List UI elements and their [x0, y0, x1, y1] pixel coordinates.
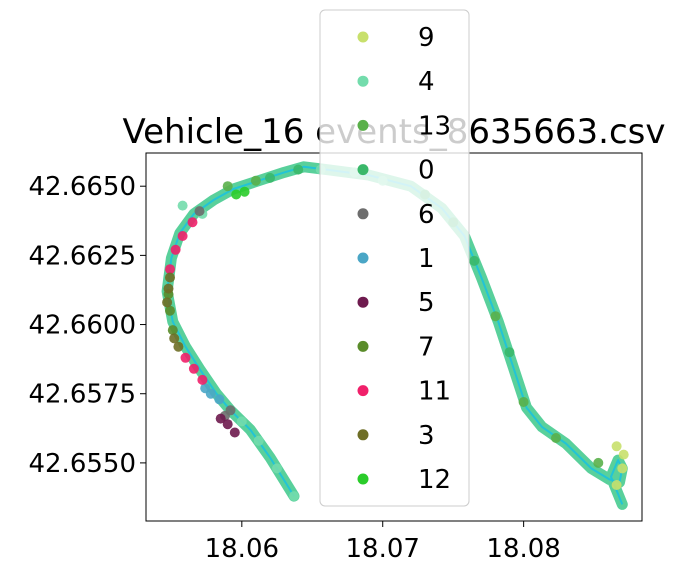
legend-marker-5 [357, 296, 369, 308]
point-series-9 [617, 463, 628, 474]
points-layer [162, 164, 629, 502]
x-tick-label: 18.08 [486, 534, 560, 564]
legend-marker-6 [357, 208, 369, 220]
legend-marker-12 [357, 473, 369, 485]
legend-label-5: 5 [418, 288, 435, 318]
x-axis: 18.06 18.07 18.08 [205, 521, 561, 564]
legend-marker-11 [357, 385, 369, 397]
point-series-5 [229, 427, 240, 438]
point-series-4 [236, 416, 247, 427]
point-series-13 [593, 457, 604, 468]
point-series-13 [222, 181, 233, 192]
point-series-11 [180, 352, 191, 363]
point-series-11 [170, 244, 181, 255]
point-series-3 [165, 272, 175, 283]
point-series-4 [272, 463, 282, 474]
legend-marker-9 [357, 31, 369, 43]
point-series-0 [504, 347, 515, 358]
point-series-6 [194, 206, 205, 217]
legend-marker-1 [357, 252, 369, 264]
legend-label-7: 7 [418, 332, 435, 362]
legend-label-11: 11 [418, 377, 451, 407]
y-tick-label: 42.6625 [28, 241, 136, 271]
y-tick-label: 42.6600 [28, 311, 136, 341]
legend-label-6: 6 [418, 200, 435, 230]
point-series-11 [177, 231, 188, 241]
legend-label-3: 3 [418, 421, 435, 451]
y-tick-label: 42.6550 [28, 449, 136, 479]
point-series-5 [215, 413, 226, 424]
point-series-9 [618, 449, 629, 460]
point-series-9 [611, 441, 622, 452]
point-series-11 [197, 374, 208, 385]
x-tick-label: 18.07 [346, 534, 420, 564]
legend-marker-0 [357, 164, 369, 176]
legend: 9 4 13 0 6 1 5 7 11 3 12 [319, 9, 470, 507]
point-series-0 [469, 255, 480, 266]
point-series-11 [187, 217, 198, 228]
x-tick-label: 18.06 [205, 534, 279, 564]
y-tick-label: 42.6575 [28, 380, 136, 410]
point-series-3 [169, 333, 180, 344]
legend-marker-13 [357, 119, 369, 131]
point-series-0 [293, 164, 304, 175]
point-series-4 [289, 491, 299, 502]
point-series-11 [165, 264, 175, 275]
point-series-1 [214, 394, 225, 405]
point-series-3 [162, 297, 173, 308]
legend-label-13: 13 [418, 111, 451, 141]
legend-marker-7 [357, 340, 369, 352]
point-series-12 [239, 186, 250, 197]
point-series-13 [518, 397, 529, 407]
legend-box [319, 9, 470, 507]
point-series-13 [551, 433, 561, 443]
point-series-4 [253, 435, 264, 446]
point-series-12 [231, 189, 242, 200]
point-series-1 [200, 383, 211, 394]
legend-marker-3 [357, 429, 369, 441]
point-series-6 [225, 405, 236, 416]
legend-label-1: 1 [418, 244, 435, 274]
point-series-3 [173, 341, 184, 352]
point-series-7 [165, 305, 175, 316]
y-axis: 42.6550 42.6575 42.6600 42.6625 42.6650 [28, 172, 146, 479]
point-series-9 [611, 480, 622, 490]
point-series-13 [250, 175, 261, 186]
legend-label-4: 4 [418, 67, 435, 97]
point-series-5 [222, 419, 233, 430]
point-series-13 [490, 311, 501, 322]
legend-label-12: 12 [418, 465, 451, 495]
legend-label-0: 0 [418, 156, 435, 186]
legend-label-9: 9 [418, 23, 435, 53]
point-series-3 [163, 283, 174, 294]
point-series-4 [177, 200, 188, 211]
point-series-0 [265, 172, 275, 183]
y-tick-label: 42.6650 [28, 172, 136, 202]
point-series-11 [188, 363, 199, 374]
point-series-7 [167, 325, 178, 336]
legend-marker-4 [357, 75, 369, 87]
